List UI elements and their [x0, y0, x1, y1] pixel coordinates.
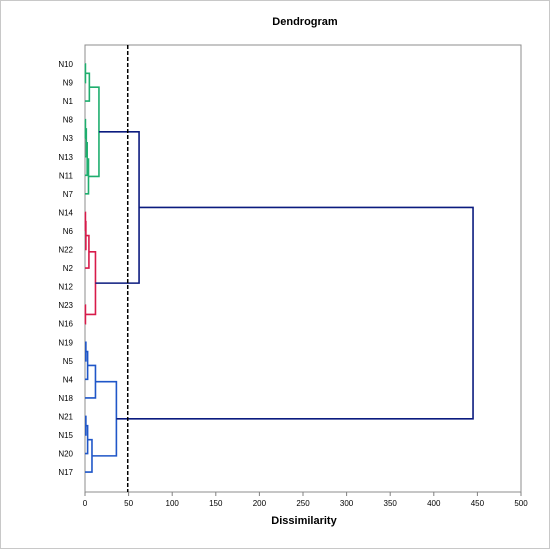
leaf-label: N18 — [58, 394, 73, 403]
leaf-label: N2 — [63, 264, 74, 273]
leaf-label: N7 — [63, 190, 74, 199]
x-tick-label: 200 — [253, 499, 267, 508]
dendrogram-branches — [84, 63, 474, 473]
leaf-label: N20 — [58, 450, 73, 459]
leaf-label: N12 — [58, 283, 73, 292]
x-tick-label: 100 — [166, 499, 180, 508]
dendrogram-link — [116, 206, 474, 420]
leaf-label: N16 — [58, 320, 73, 329]
leaf-label: N5 — [63, 357, 74, 366]
leaf-label: N11 — [59, 171, 74, 180]
x-tick-label: 250 — [296, 499, 310, 508]
chart-title: Dendrogram — [272, 16, 338, 28]
leaf-label: N9 — [63, 79, 74, 88]
leaf-label: N14 — [58, 208, 73, 217]
x-axis-label: Dissimilarity — [271, 515, 337, 527]
x-tick-label: 400 — [427, 499, 441, 508]
dendrogram-link — [85, 341, 87, 362]
x-tick-label: 450 — [471, 499, 485, 508]
leaf-label: N3 — [63, 134, 74, 143]
leaf-label: N1 — [63, 97, 74, 106]
x-tick-label: 50 — [124, 499, 133, 508]
leaf-label: N6 — [63, 227, 74, 236]
leaf-label: N19 — [58, 338, 73, 347]
x-tick-label: 300 — [340, 499, 354, 508]
x-tick-label: 0 — [83, 499, 88, 508]
leaf-labels: N10 N9 N1 N8 N3 N13 N11 N7 N14 N6 N22 N2 N12 N23 N16 N1… — [58, 60, 73, 477]
leaf-label: N15 — [58, 431, 73, 440]
leaf-label: N23 — [58, 301, 73, 310]
leaf-label: N8 — [63, 116, 74, 125]
leaf-label: N22 — [58, 246, 73, 255]
leaf-label: N4 — [63, 375, 74, 384]
dendrogram-link — [85, 415, 87, 436]
leaf-label: N10 — [58, 60, 73, 69]
leaf-label: N21 — [58, 412, 73, 421]
x-axis: 0 50 100 150 200 250 300 350 400 450 500 — [83, 492, 528, 508]
dendrogram-link — [85, 220, 87, 251]
leaf-label: N17 — [58, 468, 73, 477]
x-tick-label: 500 — [514, 499, 528, 508]
x-tick-label: 150 — [209, 499, 223, 508]
plot-area: N10 N9 N1 N8 N3 N13 N11 N7 N14 N6 N22 N2 N12 N23 N16 N1… — [58, 44, 528, 508]
leaf-label: N13 — [58, 153, 73, 162]
x-tick-label: 350 — [384, 499, 398, 508]
